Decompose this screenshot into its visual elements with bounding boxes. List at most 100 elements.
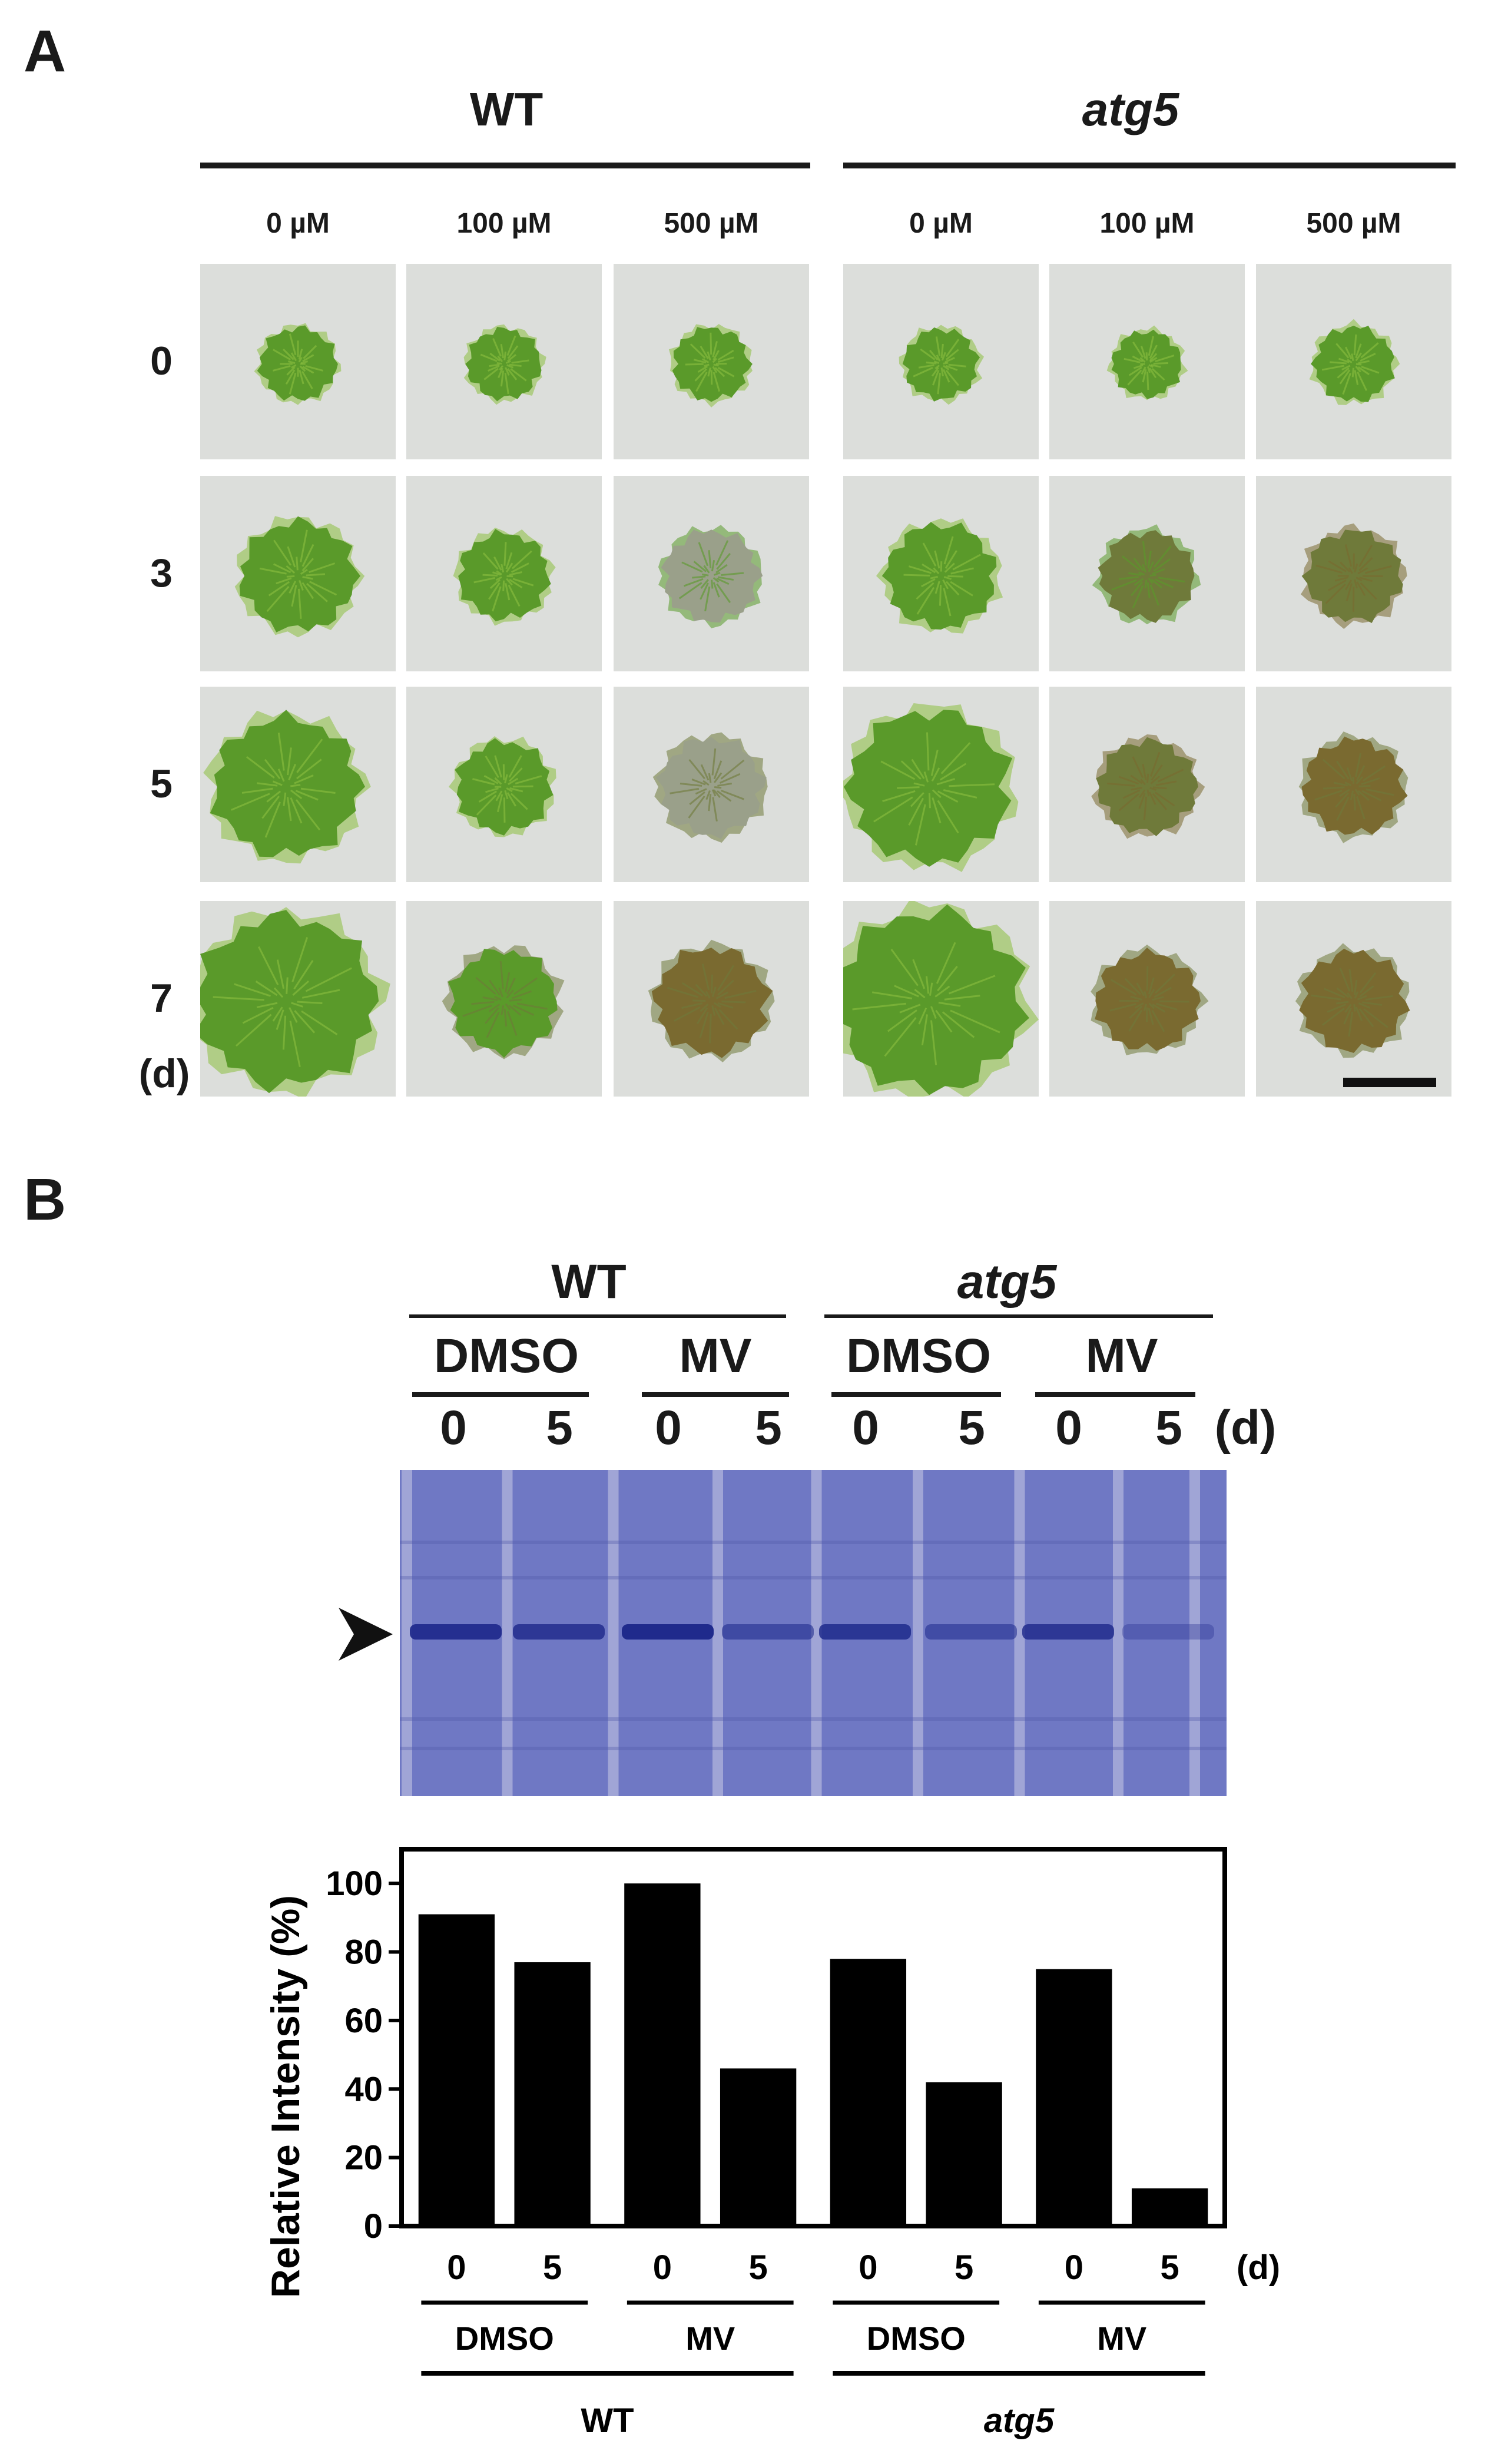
lane-day-label: 0 xyxy=(655,1401,682,1455)
day-label: 3 xyxy=(150,551,173,595)
colony-photo xyxy=(406,476,602,671)
minor-band xyxy=(400,1717,1227,1721)
bar xyxy=(720,2068,797,2226)
lane-separator xyxy=(712,1470,723,1796)
panel-a-group-wt: WT xyxy=(469,83,543,135)
concentration-label: 100 µM xyxy=(1099,208,1195,239)
x-tick-label: 5 xyxy=(748,2248,767,2287)
x-tick-label: 5 xyxy=(955,2248,973,2287)
colony-photo xyxy=(406,687,602,882)
treatment-label: MV xyxy=(685,2320,735,2357)
lane-separator xyxy=(811,1470,822,1796)
treatment-rule xyxy=(412,1392,589,1397)
lane-day-label: 5 xyxy=(755,1401,782,1455)
colony-photo xyxy=(614,476,809,671)
treatment-label: DMSO xyxy=(867,2320,966,2357)
concentration-label: 100 µM xyxy=(456,208,552,239)
colony-photo xyxy=(843,476,1039,671)
bar xyxy=(514,1962,591,2226)
colony-photo xyxy=(614,264,809,459)
colony-photo xyxy=(200,476,396,671)
panel-b-letter: B xyxy=(24,1167,67,1233)
lane-separator xyxy=(1189,1470,1200,1796)
y-tick-label: 40 xyxy=(344,2070,383,2108)
colony-photo xyxy=(200,901,396,1097)
treatment-label: MV xyxy=(1097,2320,1146,2357)
panel-a-group-atg5: atg5 xyxy=(1082,83,1179,135)
panel-a-wt-rule xyxy=(200,163,810,168)
y-tick-label: 80 xyxy=(344,1933,383,1972)
lane-separator xyxy=(502,1470,513,1796)
concentration-label: 500 µM xyxy=(1306,208,1401,239)
panel-b-group-wt: WT xyxy=(551,1255,627,1309)
x-tick-label: 0 xyxy=(447,2248,466,2287)
treatment-label: MV xyxy=(679,1329,752,1383)
lane-day-label: 5 xyxy=(546,1401,573,1455)
colony-photo xyxy=(200,264,396,459)
protein-band xyxy=(1022,1624,1114,1640)
panel-a-atg5-rule xyxy=(843,163,1456,168)
lane-separator xyxy=(1014,1470,1025,1796)
colony-photo xyxy=(1049,687,1245,882)
x-tick-label: 5 xyxy=(1160,2248,1179,2287)
colony-photo xyxy=(614,687,809,882)
scale-bar xyxy=(1343,1078,1436,1087)
colony-photo xyxy=(1256,687,1451,882)
protein-band xyxy=(925,1624,1017,1640)
minor-band xyxy=(400,1541,1227,1544)
panel-a-letter: A xyxy=(24,18,67,84)
x-tick-label: 0 xyxy=(859,2248,877,2287)
x-tick-label: 0 xyxy=(1065,2248,1083,2287)
treatment-rule xyxy=(1035,1392,1195,1397)
day-label: 5 xyxy=(150,761,173,806)
lane-day-unit: (d) xyxy=(1214,1401,1277,1455)
protein-band xyxy=(622,1624,714,1640)
relative-intensity-chart: 0 20 40 60 80 100 Relative Intensity (%) 0 5 0 5 0 5… xyxy=(263,1847,1280,2440)
concentration-label: 0 µM xyxy=(266,208,330,239)
coomassie-gel xyxy=(400,1470,1227,1796)
genotype-label: atg5 xyxy=(984,2402,1055,2440)
colony-photo xyxy=(843,687,1039,882)
concentration-label: 500 µM xyxy=(664,208,759,239)
bar xyxy=(1131,2188,1208,2226)
colony-photo xyxy=(1256,264,1451,459)
minor-band xyxy=(400,1747,1227,1750)
x-tick-label: 5 xyxy=(543,2248,562,2287)
minor-band xyxy=(400,1576,1227,1579)
day-unit-label: (d) xyxy=(138,1051,190,1096)
colony-photo xyxy=(1256,476,1451,671)
panel-b-atg5-rule xyxy=(824,1314,1213,1318)
protein-band xyxy=(513,1624,605,1640)
lane-separator xyxy=(913,1470,923,1796)
protein-band xyxy=(819,1624,911,1640)
treatment-label: MV xyxy=(1085,1329,1158,1383)
treatment-rule xyxy=(831,1392,1001,1397)
colony-photo xyxy=(843,264,1039,459)
plot-frame xyxy=(399,1847,1227,2228)
lane-day-label: 5 xyxy=(958,1401,985,1455)
lane-separator xyxy=(608,1470,619,1796)
y-tick-label: 60 xyxy=(344,2002,383,2040)
colony-photo xyxy=(406,264,602,459)
protein-band xyxy=(410,1624,502,1640)
treatment-label: DMSO xyxy=(434,1329,579,1383)
colony-photo xyxy=(406,901,602,1097)
colony-photo xyxy=(1256,901,1451,1097)
bar xyxy=(830,1959,907,2226)
colony-photo xyxy=(200,687,396,882)
concentration-label: 0 µM xyxy=(909,208,973,239)
treatment-rule xyxy=(642,1392,789,1397)
panel-b-group-atg5: atg5 xyxy=(957,1255,1057,1309)
protein-band xyxy=(722,1624,814,1640)
y-tick-label: 0 xyxy=(364,2207,383,2246)
panel-b-wt-rule xyxy=(409,1314,786,1318)
treatment-label: DMSO xyxy=(455,2320,554,2357)
treatment-label: DMSO xyxy=(846,1329,991,1383)
y-tick-label: 100 xyxy=(326,1864,383,1903)
lane-day-label: 0 xyxy=(440,1401,467,1455)
colony-photo xyxy=(843,901,1039,1097)
lane-day-label: 0 xyxy=(852,1401,879,1455)
colony-photo xyxy=(1049,476,1245,671)
lane-separator xyxy=(402,1470,412,1796)
arrowhead-icon xyxy=(339,1608,393,1661)
